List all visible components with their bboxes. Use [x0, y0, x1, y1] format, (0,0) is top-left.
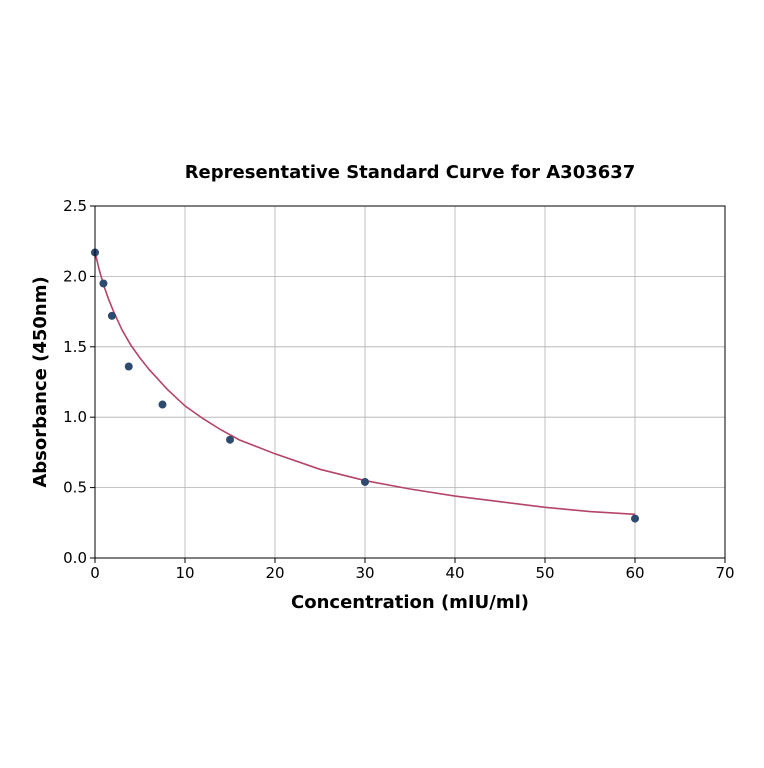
data-point [361, 477, 369, 486]
data-point [158, 400, 167, 409]
y-tick-label: 2.0 [63, 267, 87, 285]
y-axis-title: Absorbance (450nm) [30, 276, 51, 487]
x-tick-label: 60 [625, 564, 644, 582]
y-tick-label: 1.0 [63, 408, 87, 426]
x-axis-title: Concentration (mIU/ml) [291, 592, 529, 613]
chart-title: Representative Standard Curve for A30363… [185, 162, 636, 183]
data-point [107, 311, 116, 320]
fit-curve-layer [94, 252, 636, 516]
x-tick-label: 10 [175, 564, 194, 582]
plot-frame [94, 205, 726, 559]
x-tick-label: 0 [90, 564, 100, 582]
data-points-layer [91, 248, 639, 523]
y-tick-label: 0.5 [63, 479, 87, 497]
x-tick-label: 50 [535, 564, 554, 582]
x-tick-label: 40 [445, 564, 464, 582]
data-point [99, 279, 108, 288]
axis-ticks: 0 10 20 30 40 50 60 70 0.0 0.5 1.0 1.5 2.0 2.5 [63, 197, 734, 582]
data-point [124, 362, 133, 371]
y-tick-label: 2.5 [63, 197, 87, 215]
data-point [631, 514, 639, 523]
x-tick-label: 70 [715, 564, 734, 582]
fit-curve-line [94, 252, 636, 516]
grid-lines [94, 205, 726, 559]
data-point [226, 435, 234, 444]
y-tick-label: 1.5 [63, 338, 87, 356]
x-tick-label: 20 [265, 564, 284, 582]
x-tick-label: 30 [355, 564, 374, 582]
y-tick-label: 0.0 [63, 549, 87, 567]
